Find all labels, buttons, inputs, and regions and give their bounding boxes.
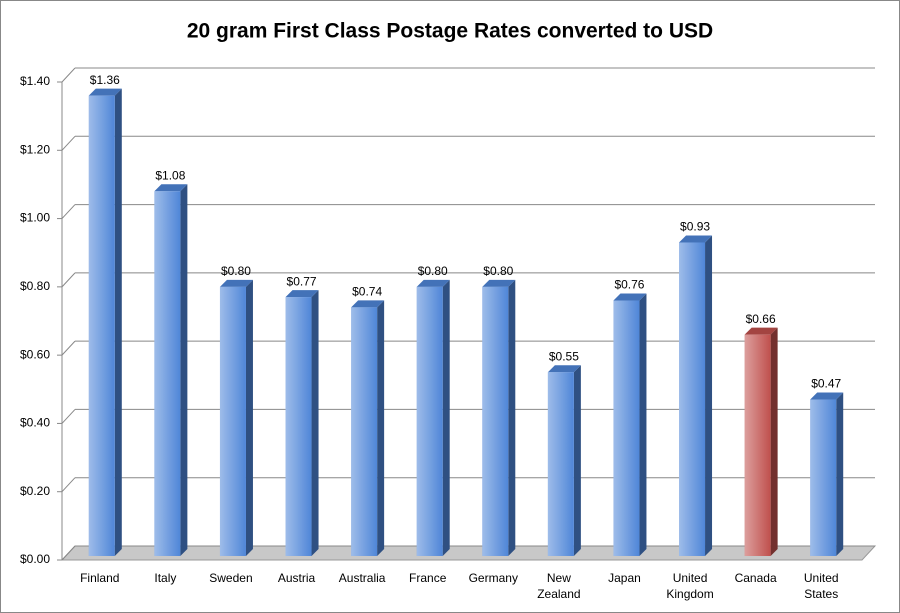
y-tick-label: $0.60 bbox=[20, 347, 50, 361]
x-tick-label: Canada bbox=[734, 571, 777, 585]
bar-top bbox=[285, 290, 319, 298]
bar-shine bbox=[810, 399, 837, 556]
bar bbox=[351, 300, 385, 556]
bar-top bbox=[88, 88, 122, 96]
bar-side bbox=[114, 88, 122, 557]
bar-top bbox=[351, 300, 385, 308]
x-tick-label: Italy bbox=[154, 571, 177, 585]
bar-shine bbox=[482, 286, 509, 556]
bar-shine bbox=[88, 95, 115, 557]
value-label: $0.74 bbox=[352, 285, 382, 299]
y-tick-label: $0.40 bbox=[20, 416, 50, 430]
bar-side bbox=[442, 279, 450, 556]
bar bbox=[88, 88, 122, 557]
chart-title: 20 gram First Class Postage Rates conver… bbox=[187, 20, 713, 43]
bar-side bbox=[377, 300, 385, 556]
value-label: $0.76 bbox=[614, 278, 644, 292]
value-label: $0.93 bbox=[680, 220, 710, 234]
bar-side bbox=[311, 290, 319, 556]
bar-side bbox=[705, 235, 713, 556]
bar-top bbox=[416, 279, 450, 287]
x-tick-label: Germany bbox=[468, 571, 518, 585]
bar bbox=[482, 279, 516, 556]
bar bbox=[285, 290, 319, 556]
bar-shine bbox=[219, 286, 246, 556]
y-tick-label: $1.20 bbox=[20, 142, 50, 156]
x-tick-label: Austria bbox=[277, 571, 316, 585]
bar-shine bbox=[744, 334, 771, 556]
bar-side bbox=[836, 392, 844, 556]
bar bbox=[154, 184, 188, 556]
bar bbox=[679, 235, 713, 556]
value-label: $0.66 bbox=[746, 312, 776, 326]
bar-shine bbox=[154, 191, 181, 556]
bar bbox=[810, 392, 844, 556]
y-tick-label: $0.20 bbox=[20, 484, 50, 498]
x-tick-label: Australia bbox=[338, 571, 386, 585]
value-label: $0.80 bbox=[483, 264, 513, 278]
bar-top bbox=[744, 327, 778, 335]
bar-top bbox=[219, 279, 253, 287]
bar bbox=[219, 279, 253, 556]
value-label: $0.55 bbox=[549, 349, 579, 363]
bar-top bbox=[679, 235, 713, 243]
value-label: $0.80 bbox=[418, 264, 448, 278]
grid-line-side bbox=[61, 477, 76, 493]
bar-side bbox=[245, 279, 253, 556]
grid-line-side bbox=[61, 272, 76, 288]
bar-shine bbox=[285, 297, 312, 556]
bar-side bbox=[180, 184, 188, 556]
value-label: $0.80 bbox=[221, 264, 251, 278]
x-tick-label: Japan bbox=[608, 571, 641, 585]
bar-side bbox=[573, 365, 581, 556]
grid-line-side bbox=[61, 67, 76, 83]
value-label: $1.36 bbox=[90, 73, 120, 87]
x-tick-label: United States bbox=[803, 571, 839, 601]
x-tick-label: Sweden bbox=[209, 571, 253, 585]
bar bbox=[744, 327, 778, 556]
y-tick-label: $0.80 bbox=[20, 279, 50, 293]
bar-side bbox=[770, 327, 778, 556]
bar-top bbox=[154, 184, 188, 192]
bar-shine bbox=[547, 372, 574, 556]
value-label: $0.77 bbox=[287, 274, 317, 288]
bar bbox=[613, 293, 647, 556]
x-tick-label: United Kingdom bbox=[666, 571, 714, 601]
grid-line-side bbox=[61, 545, 76, 561]
bar-shine bbox=[679, 242, 706, 556]
bar bbox=[416, 279, 450, 556]
grid-line-side bbox=[61, 204, 76, 219]
value-label: $1.08 bbox=[155, 168, 185, 182]
y-tick-label: $1.00 bbox=[20, 211, 50, 225]
y-tick-label: $0.00 bbox=[20, 552, 50, 566]
bar-shine bbox=[613, 300, 640, 556]
bar-top bbox=[613, 293, 647, 301]
bar-top bbox=[810, 392, 844, 400]
bar bbox=[547, 365, 581, 556]
grid-line-side bbox=[61, 409, 76, 424]
bar-top bbox=[482, 279, 516, 287]
y-tick-label: $1.40 bbox=[20, 74, 50, 88]
bar-side bbox=[508, 279, 516, 556]
x-tick-label: France bbox=[409, 571, 447, 585]
grid-line-side bbox=[61, 135, 76, 151]
x-tick-label: New Zealand bbox=[537, 571, 581, 601]
bar-top bbox=[547, 365, 581, 373]
bar-side bbox=[639, 293, 647, 556]
bar-shine bbox=[351, 307, 378, 556]
bar-shine bbox=[416, 286, 443, 556]
x-tick-label: Finland bbox=[80, 571, 120, 585]
value-label: $0.47 bbox=[811, 377, 841, 391]
grid-line-side bbox=[61, 340, 76, 356]
